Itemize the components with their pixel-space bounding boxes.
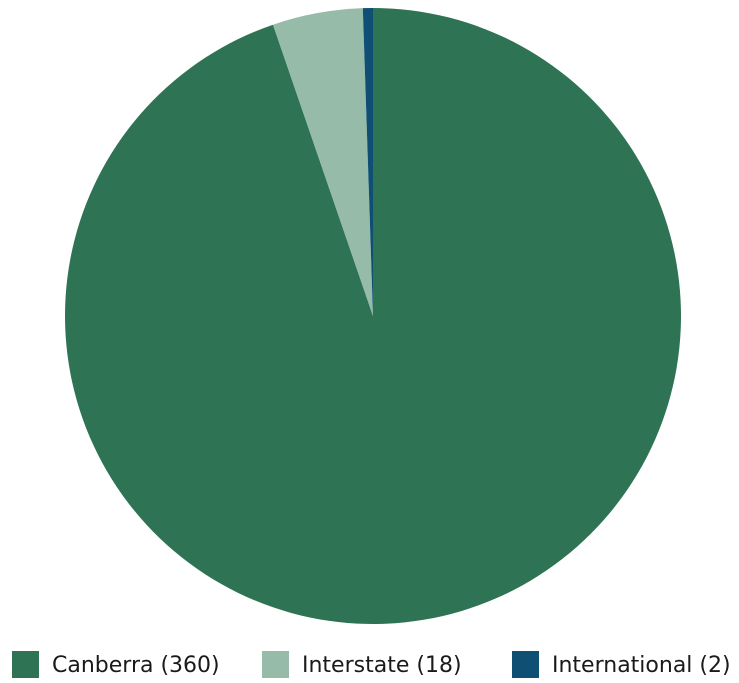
pie-slices xyxy=(64,8,681,624)
legend-item-canberra: Canberra (360) xyxy=(12,651,220,678)
legend-item-international: International (2) xyxy=(512,651,731,678)
legend-item-interstate: Interstate (18) xyxy=(262,651,462,678)
legend-swatch xyxy=(262,651,289,678)
pie-slice-canberra xyxy=(64,8,681,624)
legend-label: International (2) xyxy=(552,653,731,678)
legend-label: Canberra (360) xyxy=(52,653,220,678)
legend: Canberra (360) Interstate (18) Internation… xyxy=(12,651,731,678)
legend-swatch xyxy=(12,651,39,678)
pie-slice-interstate xyxy=(272,8,373,317)
legend-swatch xyxy=(512,651,539,678)
pie-slice-international xyxy=(362,8,373,316)
legend-label: Interstate (18) xyxy=(302,653,462,678)
